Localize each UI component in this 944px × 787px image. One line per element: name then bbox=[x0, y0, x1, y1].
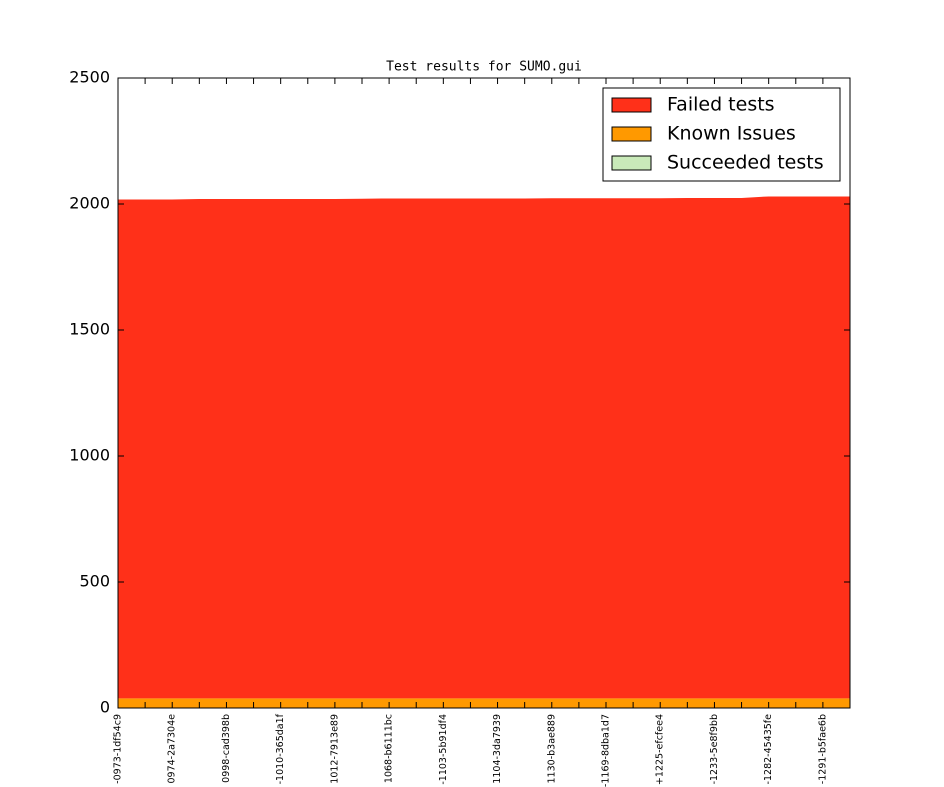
y-tick-label: 1500 bbox=[69, 320, 110, 339]
plot-frame bbox=[117, 77, 851, 709]
y-tick-label: 1000 bbox=[69, 446, 110, 465]
y-tick-label: 2000 bbox=[69, 194, 110, 213]
x-tick-label: 0998-cad398b bbox=[221, 714, 232, 783]
x-tick-label: 0974-2a7304e bbox=[167, 714, 178, 784]
x-tick-label: -1233-5e8f9bb bbox=[709, 714, 720, 784]
x-tick-label: -0973-1df54c9 bbox=[113, 714, 124, 784]
x-tick-label: -1103-5b91df4 bbox=[438, 714, 449, 785]
x-tick-label: 1012-7913e89 bbox=[329, 714, 340, 784]
x-tick-label: -1010-365da1f bbox=[275, 713, 286, 784]
x-tick-label: -1291-b5fae6b bbox=[817, 714, 828, 784]
legend-label: Succeeded tests bbox=[667, 152, 824, 174]
y-tick-label: 500 bbox=[79, 572, 110, 591]
x-tick-label: 1104-3da7939 bbox=[492, 714, 503, 784]
legend-label: Known Issues bbox=[667, 123, 796, 145]
y-tick-label: 0 bbox=[100, 698, 110, 717]
x-tick-label: 1130-b3ae889 bbox=[546, 714, 557, 783]
legend-swatch bbox=[611, 126, 652, 142]
area bbox=[118, 196, 850, 699]
x-tick-label: +1225-efcfee4 bbox=[655, 714, 666, 785]
x-tick-label: -1169-8dba1d7 bbox=[601, 714, 612, 787]
x-tick-label: 1068-b6111bc bbox=[384, 714, 395, 783]
area bbox=[118, 698, 850, 708]
legend-swatch bbox=[611, 155, 652, 171]
chart-title: Test results for SUMO.gui bbox=[386, 60, 582, 75]
y-tick-label: 2500 bbox=[69, 68, 110, 87]
x-tick-label: -1282-45435fe bbox=[763, 714, 774, 785]
legend-swatch bbox=[611, 97, 652, 113]
legend-label: Failed tests bbox=[667, 94, 775, 116]
